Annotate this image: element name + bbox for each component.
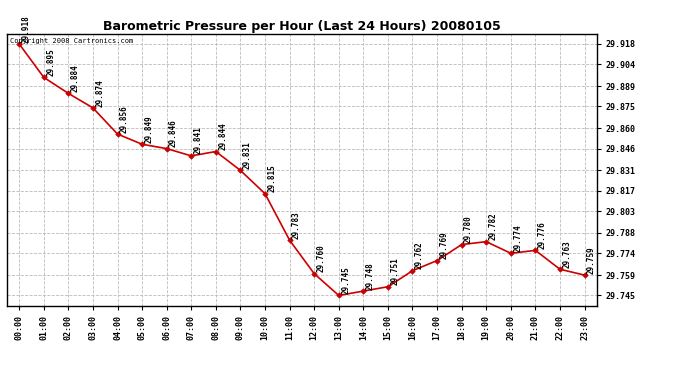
- Text: Copyright 2008 Cartronics.com: Copyright 2008 Cartronics.com: [10, 38, 133, 44]
- Text: 29.841: 29.841: [194, 127, 203, 154]
- Text: 29.783: 29.783: [292, 211, 301, 239]
- Text: 29.763: 29.763: [562, 240, 571, 268]
- Text: 29.782: 29.782: [489, 213, 497, 240]
- Text: 29.849: 29.849: [144, 115, 154, 143]
- Text: 29.751: 29.751: [391, 258, 400, 285]
- Text: 29.895: 29.895: [46, 48, 55, 76]
- Text: 29.844: 29.844: [218, 122, 227, 150]
- Text: 29.748: 29.748: [366, 262, 375, 290]
- Text: 29.874: 29.874: [95, 79, 104, 106]
- Text: 29.831: 29.831: [243, 141, 252, 169]
- Text: 29.918: 29.918: [21, 15, 30, 42]
- Text: 29.759: 29.759: [587, 246, 596, 274]
- Text: 29.762: 29.762: [415, 242, 424, 269]
- Text: 29.884: 29.884: [71, 64, 80, 92]
- Text: 29.815: 29.815: [268, 165, 277, 192]
- Text: 29.774: 29.774: [513, 224, 522, 252]
- Text: 29.856: 29.856: [120, 105, 129, 133]
- Text: 29.745: 29.745: [341, 266, 351, 294]
- Text: 29.780: 29.780: [464, 215, 473, 243]
- Text: 29.776: 29.776: [538, 221, 547, 249]
- Title: Barometric Pressure per Hour (Last 24 Hours) 20080105: Barometric Pressure per Hour (Last 24 Ho…: [103, 20, 501, 33]
- Text: 29.769: 29.769: [440, 231, 449, 259]
- Text: 29.846: 29.846: [169, 120, 178, 147]
- Text: 29.760: 29.760: [317, 244, 326, 272]
